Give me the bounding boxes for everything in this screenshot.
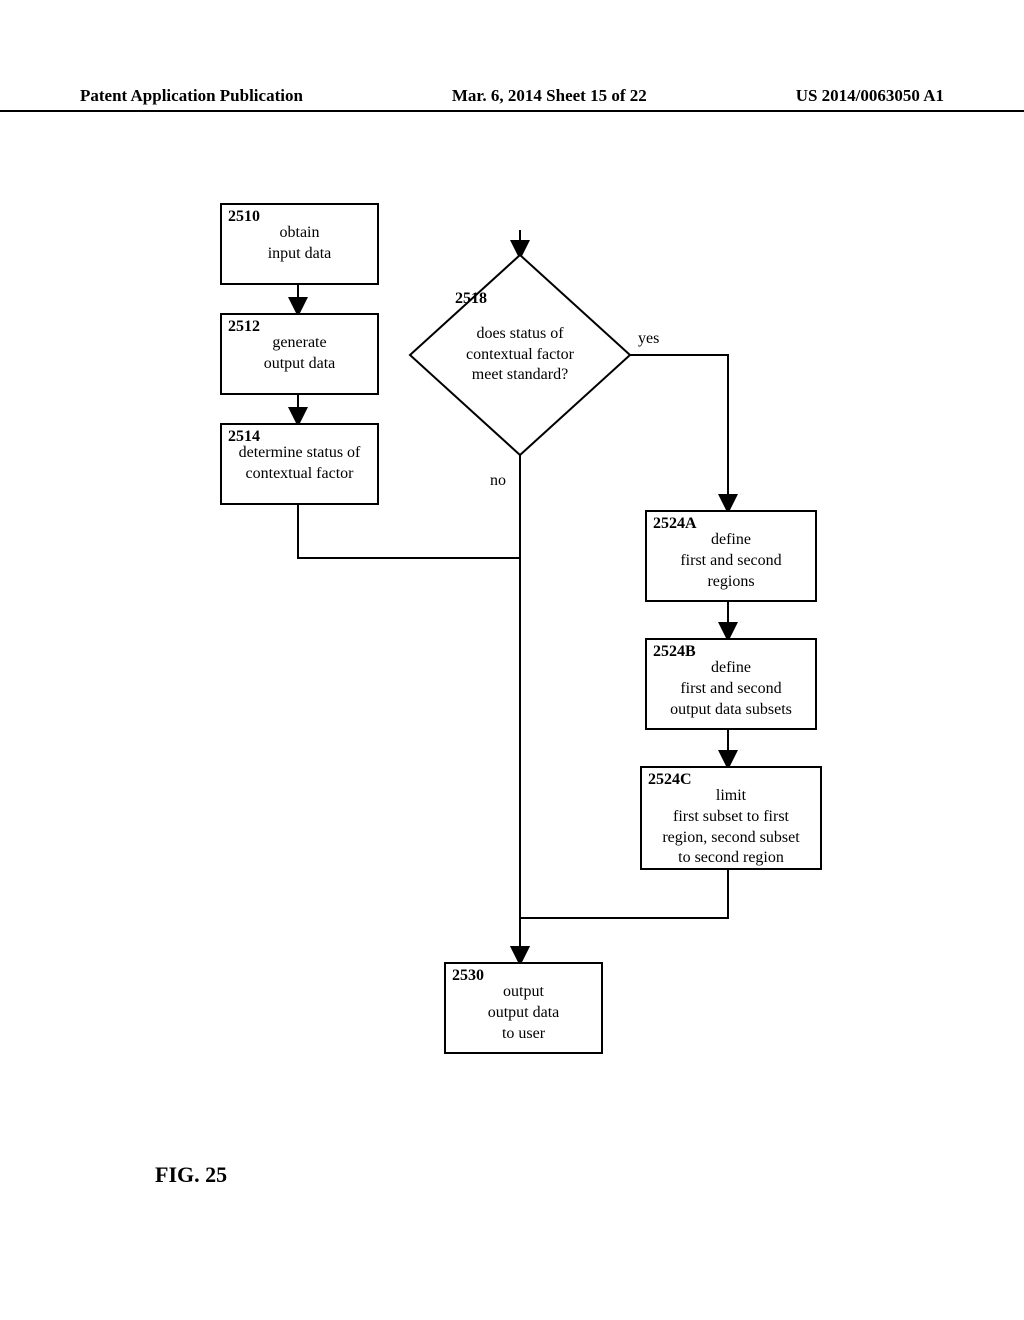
- flow-node-2524A: 2524Adefinefirst and secondregions: [645, 510, 817, 602]
- edge-label-no: no: [490, 472, 506, 490]
- node-number: 2518: [455, 290, 487, 308]
- flow-node-2524C: 2524Climitfirst subset to firstregion, s…: [640, 766, 822, 870]
- header-left: Patent Application Publication: [80, 86, 303, 106]
- page-header: Patent Application Publication Mar. 6, 2…: [0, 86, 1024, 112]
- node-number: 2524A: [653, 514, 697, 535]
- node-number: 2514: [228, 427, 260, 448]
- node-number: 2524C: [648, 770, 692, 791]
- node-number: 2510: [228, 207, 260, 228]
- flowchart-connectors: [0, 0, 1024, 1320]
- node-number: 2512: [228, 317, 260, 338]
- flow-node-2518: does status ofcontextual factormeet stan…: [410, 255, 630, 455]
- flow-node-2512: 2512generateoutput data: [220, 313, 379, 395]
- flow-node-2530: 2530outputoutput datato user: [444, 962, 603, 1054]
- flow-node-2524B: 2524Bdefinefirst and secondoutput data s…: [645, 638, 817, 730]
- node-number: 2524B: [653, 642, 696, 663]
- header-center: Mar. 6, 2014 Sheet 15 of 22: [452, 86, 647, 106]
- flow-node-2510: 2510obtaininput data: [220, 203, 379, 285]
- figure-label: FIG. 25: [155, 1162, 227, 1188]
- flow-node-2514: 2514determine status ofcontextual factor: [220, 423, 379, 505]
- node-number: 2530: [452, 966, 484, 987]
- header-right: US 2014/0063050 A1: [796, 86, 944, 106]
- edge-label-yes: yes: [638, 330, 659, 348]
